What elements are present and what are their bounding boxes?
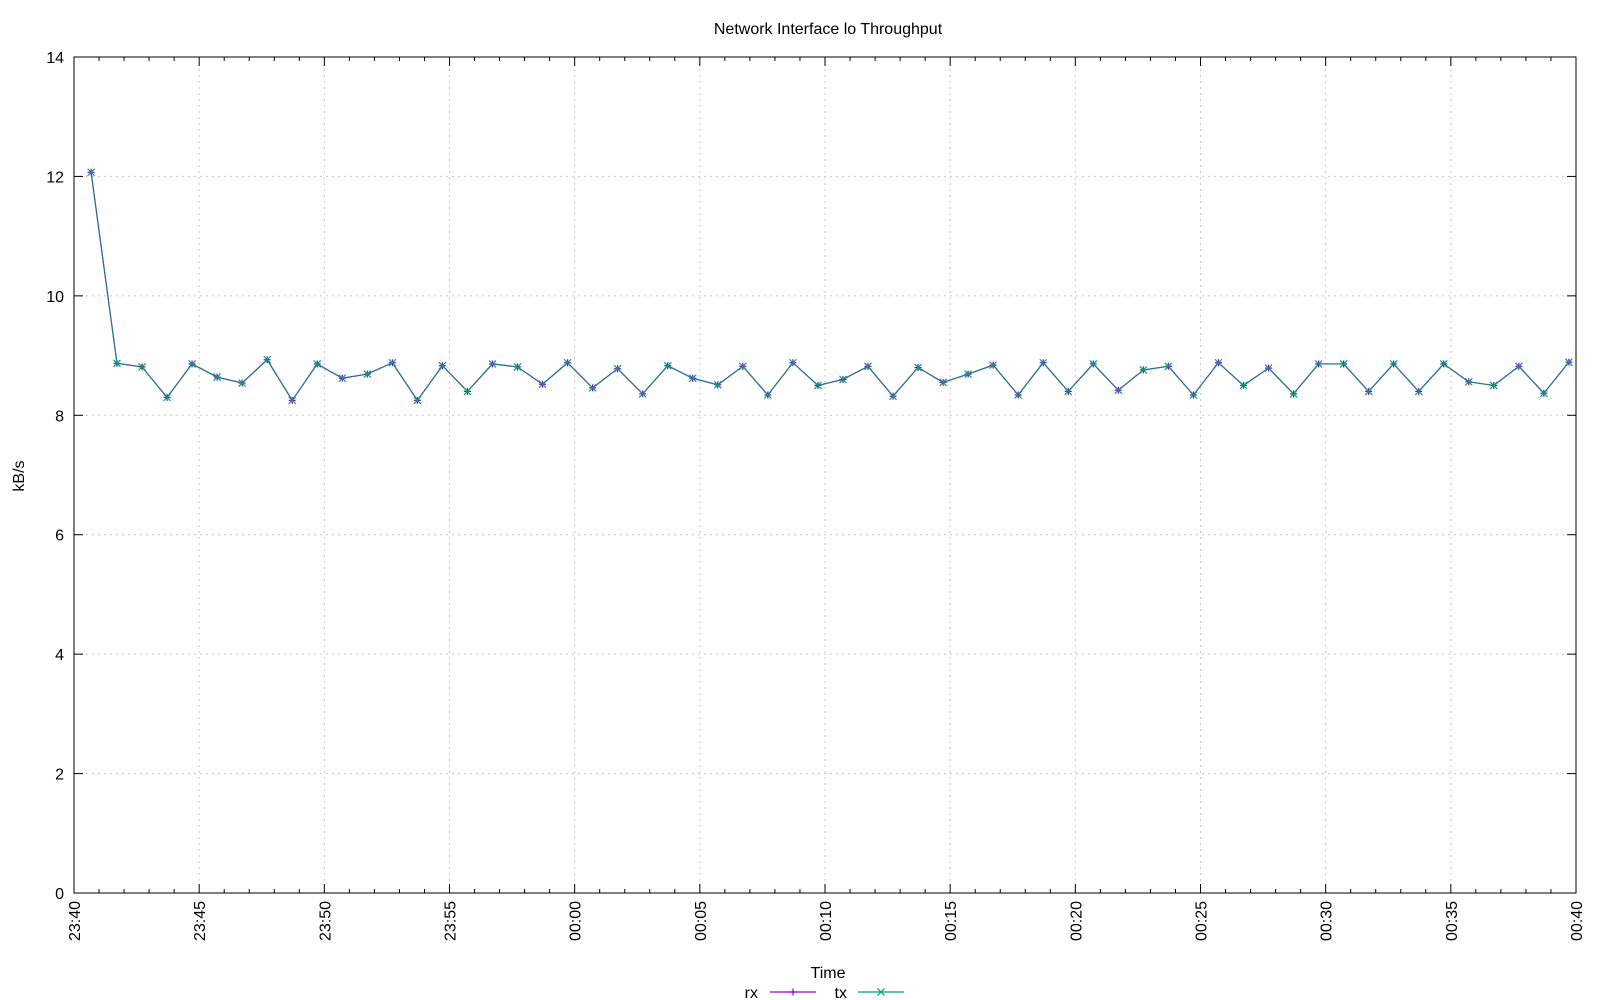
data-point-tx [1064,387,1073,396]
data-point-tx [663,361,672,370]
series-line-tx [90,172,1570,402]
x-tick-label: 00:05 [693,901,710,941]
data-point-tx [1114,386,1123,395]
data-point-tx [263,355,272,364]
x-tick-label: 23:45 [192,901,209,941]
data-point-tx [563,358,572,367]
y-tick-label: 0 [55,886,64,903]
x-tick-label: 00:35 [1444,901,1461,941]
x-tick-label: 23:50 [317,901,334,941]
legend-marker-tx [877,988,885,996]
series-tx [87,168,1573,405]
data-point-tx [288,396,297,405]
x-tick-label: 23:55 [443,901,460,941]
legend-marker-rx [789,988,797,996]
data-point-tx [889,392,897,401]
data-point-tx [738,362,747,371]
data-point-tx [488,360,497,368]
data-point-tx [1039,358,1048,367]
data-point-tx [613,364,622,373]
data-point-tx [1214,358,1223,367]
data-point-tx [1264,364,1273,373]
data-point-tx [813,381,822,390]
data-point-tx [1139,365,1148,374]
x-tick-label: 00:10 [818,901,835,941]
data-point-tx [213,373,222,381]
plot-frame [73,56,1577,894]
y-tick-label: 12 [46,169,64,186]
axes: 0 2 4 6 8 10 12 14 23:40 23:45 23:50 23:55 00:00 00:0… [46,50,1586,941]
data-point-tx [87,168,96,177]
series-rx [87,168,1573,404]
data-point-tx [188,360,196,368]
y-tick-label: 4 [55,647,64,664]
data-point-tx [713,380,722,389]
data-point-tx [864,362,872,371]
data-point-tx [163,393,171,402]
data-point-tx [538,380,547,389]
data-point-tx [588,383,597,392]
data-point-tx [113,359,121,368]
data-point-tx [338,374,347,383]
data-point-tx [388,358,397,367]
data-point-tx [1314,360,1323,368]
data-point-tx [1364,387,1373,396]
data-point-tx [413,396,422,405]
data-point-tx [939,378,947,387]
data-point-tx [1564,358,1573,367]
chart-title: Network Interface lo Throughput [714,21,943,38]
y-tick-label: 14 [46,50,64,67]
x-tick-label: 00:40 [1569,901,1586,941]
x-tick-label: 00:30 [1319,901,1336,941]
x-tick-label: 23:40 [67,901,84,941]
data-point-tx [1539,389,1548,398]
data-point-tx [238,379,247,387]
data-point-tx [1014,391,1023,399]
data-point-tx [989,361,998,370]
data-point-tx [1439,360,1448,368]
data-point-tx [1414,387,1423,396]
data-point-tx [914,363,922,372]
data-point-tx [438,361,447,370]
data-point-tx [1514,362,1523,371]
data-point-tx [638,389,647,398]
series-lines [87,168,1573,405]
data-point-tx [463,387,472,396]
legend-label-tx: tx [835,985,847,1000]
y-tick-label: 2 [55,767,64,784]
x-tick-label: 00:20 [1068,901,1085,941]
data-point-tx [513,362,522,371]
data-point-tx [1289,389,1298,398]
data-point-tx [1239,381,1248,390]
legend-label-rx: rx [745,985,758,1000]
series-line-rx [90,172,1570,402]
x-axis-label: Time [811,965,846,982]
data-point-tx [313,360,322,368]
x-tick-label: 00:25 [1194,901,1211,941]
data-point-tx [1089,360,1098,368]
data-point-tx [788,358,797,367]
data-point-tx [1489,381,1498,390]
data-point-tx [1164,362,1173,371]
data-point-tx [763,391,772,399]
data-point-tx [688,374,697,383]
grid-lines [74,57,1576,893]
y-tick-label: 6 [55,528,64,545]
data-point-tx [1389,360,1398,368]
y-tick-label: 8 [55,408,64,425]
data-point-tx [839,375,847,384]
x-tick-label: 00:15 [943,901,960,941]
legend: rx tx [745,985,904,1000]
y-tick-label: 10 [46,289,64,306]
x-tick-label: 00:00 [568,901,585,941]
data-point-tx [964,370,973,379]
data-point-tx [1339,360,1348,368]
data-point-tx [138,362,146,371]
y-axis-label: kB/s [11,460,28,491]
data-point-tx [363,370,372,379]
data-point-tx [1464,377,1473,386]
data-point-tx [1189,391,1198,399]
